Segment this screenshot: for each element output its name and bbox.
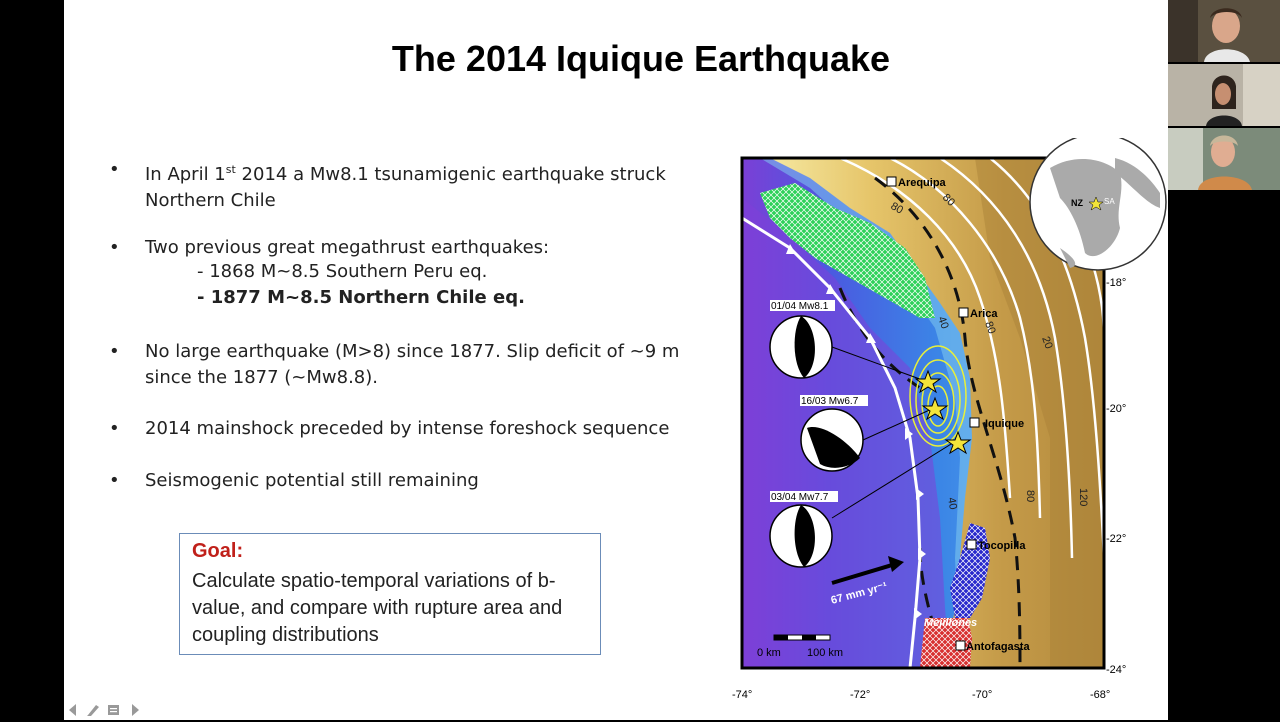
bullet-1-text-c: Northern Chile <box>145 190 276 211</box>
epicenter-stars <box>914 369 972 455</box>
bullet-2-sub-1: - 1868 M~8.5 Southern Peru eq. <box>197 261 488 282</box>
bullet-5-text: Seismogenic potential still remaining <box>145 470 479 491</box>
bullet-1-sup: st <box>225 163 236 176</box>
bullet-4-text: 2014 mainshock preceded by intense fores… <box>145 418 670 439</box>
goal-label: Goal: <box>192 540 244 562</box>
lon-tick: -72° <box>850 689 870 701</box>
bullet-2-sub-2: - 1877 M~8.5 Northern Chile eq. <box>197 287 525 308</box>
slide-nav <box>68 703 148 722</box>
arrow-right-icon[interactable] <box>132 704 139 716</box>
goal-box: Goal: Calculate spatio-temporal variatio… <box>179 533 601 655</box>
mechanism-1-label: 01/04 Mw8.1 <box>771 301 829 312</box>
menu-icon[interactable] <box>108 705 119 715</box>
webcam-participant-2[interactable] <box>1168 64 1280 126</box>
city-tocopilla: Tocopilla <box>978 540 1026 552</box>
pen-icon[interactable] <box>87 705 99 716</box>
region-mejillones: Mejillones <box>924 617 977 629</box>
bullet-1-text-b: 2014 a Mw8.1 tsunamigenic earthquake str… <box>235 164 666 185</box>
globe-label-sa: SA <box>1104 197 1115 206</box>
bullet-2-text: Two previous great megathrust earthquake… <box>145 237 550 258</box>
bullet-dot: • <box>109 470 120 491</box>
mechanism-2-label: 16/03 Mw6.7 <box>801 396 859 407</box>
goal-text: Calculate spatio-temporal variations of … <box>192 570 563 646</box>
city-antofagasta: Antofagasta <box>966 641 1030 653</box>
bullet-1-text-a: In April 1 <box>145 164 226 185</box>
map-frame <box>740 156 1106 670</box>
lat-tick: -18° <box>1106 277 1126 289</box>
contour-label: 120 <box>1077 488 1089 506</box>
lat-tick: -22° <box>1106 533 1126 545</box>
scale-label-100: 100 km <box>807 647 843 659</box>
contour-label: 40 <box>935 315 950 331</box>
contour-label: 80 <box>889 200 906 217</box>
contour-label: 40 <box>945 496 959 510</box>
land-area <box>770 158 1104 668</box>
globe-label-nz: NZ <box>1071 198 1083 208</box>
arrow-left-icon[interactable] <box>69 704 76 716</box>
bullet-3-text-b: since the 1877 (~Mw8.8). <box>145 367 378 388</box>
lon-tick: -70° <box>972 689 992 701</box>
iquique-map: Arequipa Arica Iquique Tocopilla Antofag… <box>732 138 1167 701</box>
webcam-participant-3[interactable] <box>1168 128 1280 190</box>
lon-tick: -68° <box>1090 689 1110 701</box>
city-arica: Arica <box>970 308 998 320</box>
bullet-dot: • <box>109 159 120 180</box>
lat-tick: -24° <box>1106 664 1126 676</box>
bullet-3-text-a: No large earthquake (M>8) since 1877. Sl… <box>145 341 680 362</box>
bullet-dot: • <box>109 418 120 439</box>
mechanism-1: 01/04 Mw8.1 <box>769 300 929 383</box>
lat-tick: -20° <box>1106 403 1126 415</box>
bullet-dot: • <box>109 237 120 258</box>
bullet-dot: • <box>109 341 120 362</box>
scale-bar: 0 km 100 km <box>757 634 843 659</box>
mechanism-3: 03/04 Mw7.7 <box>769 440 957 568</box>
city-arequipa: Arequipa <box>898 177 947 189</box>
contour-label: 80 <box>982 320 997 336</box>
contour-label: 80 <box>1024 490 1036 502</box>
inset-globe: NZ SA <box>1029 138 1167 271</box>
slide-title: The 2014 Iquique Earthquake <box>391 38 891 79</box>
mechanism-3-label: 03/04 Mw7.7 <box>771 492 829 503</box>
city-iquique: Iquique <box>985 418 1024 430</box>
lon-tick: -74° <box>732 689 752 701</box>
scale-label-0: 0 km <box>757 647 781 659</box>
mechanism-2: 16/03 Mw6.7 <box>800 395 935 472</box>
webcam-participant-1[interactable] <box>1168 0 1280 62</box>
contour-label: 20 <box>1039 335 1054 351</box>
